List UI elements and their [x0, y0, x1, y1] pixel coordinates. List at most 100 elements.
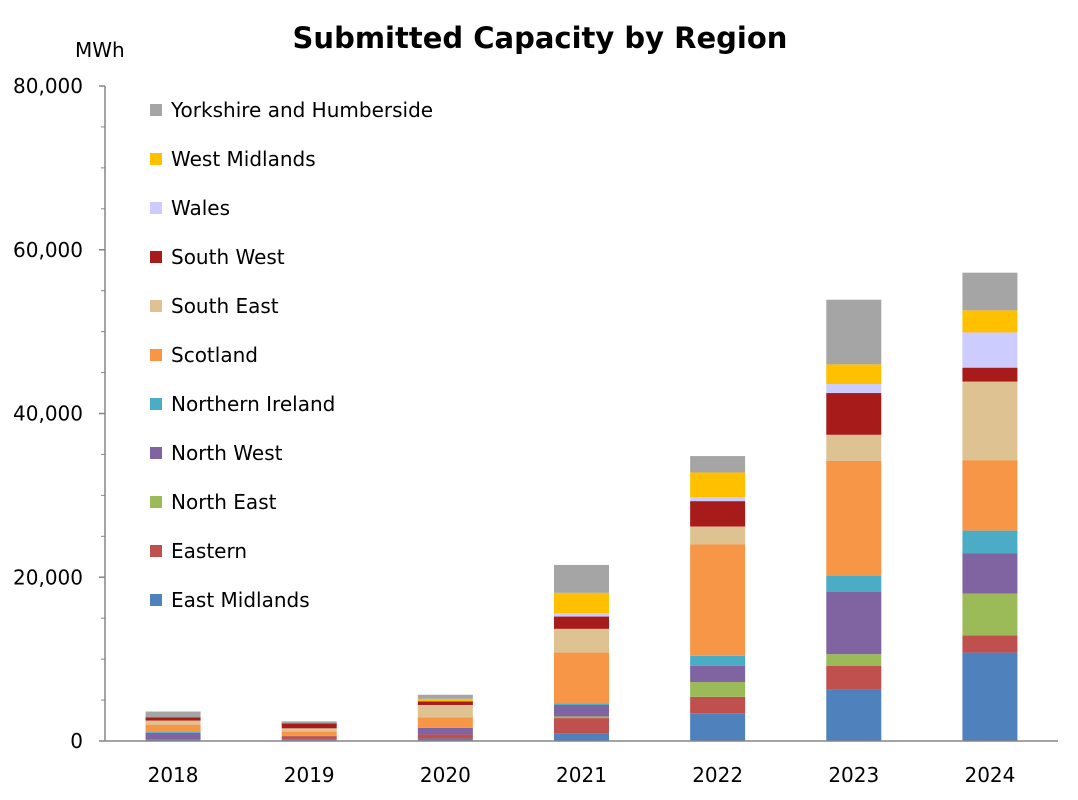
bar-segment-south-west-2024 — [962, 367, 1018, 382]
legend-label: Yorkshire and Humberside — [170, 98, 433, 122]
x-tick-label: 2024 — [964, 763, 1015, 787]
y-tick-label: 20,000 — [13, 565, 83, 589]
bar-segment-north-west-2021 — [554, 704, 609, 717]
legend-label: East Midlands — [171, 588, 310, 612]
bar-segment-north-west-2024 — [962, 553, 1018, 594]
legend-swatch — [150, 496, 162, 508]
legend-swatch — [150, 447, 162, 459]
legend-swatch — [150, 104, 162, 116]
bar-segment-scotland-2018 — [145, 724, 201, 732]
bar-segment-wales-2022 — [690, 497, 746, 502]
bar-segment-north-west-2020 — [417, 727, 473, 735]
bar-segment-east-midlands-2019 — [281, 739, 337, 741]
bar-segment-yorkshire-and-humberside-2021 — [554, 564, 609, 593]
bar-segment-west-midlands-2021 — [554, 592, 609, 614]
bar-segment-east-midlands-2024 — [962, 652, 1018, 741]
bar-segment-south-east-2020 — [417, 704, 473, 718]
x-tick-label: 2021 — [556, 763, 607, 787]
bar-segment-east-midlands-2020 — [417, 738, 473, 741]
legend-swatch — [150, 251, 162, 263]
bar-segment-yorkshire-and-humberside-2019 — [281, 721, 337, 724]
y-tick-label: 60,000 — [13, 238, 83, 262]
y-axis-label: MWh — [75, 38, 125, 62]
bar-segment-north-west-2022 — [690, 665, 746, 683]
legend-swatch — [150, 349, 162, 361]
x-tick-label: 2018 — [148, 763, 199, 787]
bar-segment-north-west-2018 — [145, 732, 201, 740]
bar-segment-east-midlands-2022 — [690, 713, 746, 741]
bar-segment-west-midlands-2024 — [962, 310, 1018, 333]
legend-label: South West — [171, 245, 285, 269]
bar-segment-south-east-2023 — [826, 434, 882, 461]
bar-segment-yorkshire-and-humberside-2023 — [826, 299, 882, 365]
bar-segment-scotland-2021 — [554, 652, 609, 704]
x-tick-label: 2020 — [420, 763, 471, 787]
bar-segment-wales-2023 — [826, 384, 882, 394]
bar-segment-scotland-2019 — [281, 731, 337, 736]
legend-label: Wales — [171, 196, 230, 220]
bar-segment-south-west-2018 — [145, 717, 201, 721]
bar-segment-east-midlands-2021 — [554, 733, 609, 741]
legend-label: North West — [171, 441, 283, 465]
bar-segment-north-east-2022 — [690, 682, 746, 697]
bar-segment-east-midlands-2023 — [826, 689, 882, 741]
bar-segment-yorkshire-and-humberside-2024 — [962, 272, 1018, 311]
bar-segment-eastern-2021 — [554, 718, 609, 734]
bar-segment-west-midlands-2023 — [826, 364, 882, 385]
x-tick-label: 2019 — [284, 763, 335, 787]
legend-swatch — [150, 202, 162, 214]
bar-segment-wales-2021 — [554, 613, 609, 617]
bar-segment-north-east-2024 — [962, 593, 1018, 636]
bar-segment-north-east-2023 — [826, 654, 882, 666]
y-tick-label: 40,000 — [13, 402, 83, 426]
bar-segment-south-west-2021 — [554, 616, 609, 629]
bar-segment-west-midlands-2020 — [417, 698, 473, 702]
bar-segment-south-west-2020 — [417, 701, 473, 705]
bar-segment-eastern-2024 — [962, 635, 1018, 653]
y-tick-label: 80,000 — [13, 74, 83, 98]
bar-segment-eastern-2020 — [417, 734, 473, 739]
bar-segment-south-east-2018 — [145, 720, 201, 725]
legend-label: Northern Ireland — [171, 392, 335, 416]
bar-segment-wales-2024 — [962, 332, 1018, 368]
bar-segment-south-east-2021 — [554, 628, 609, 653]
chart-title: Submitted Capacity by Region — [293, 21, 788, 55]
bar-segment-west-midlands-2022 — [690, 472, 746, 498]
bar-segment-south-west-2019 — [281, 723, 337, 729]
legend-swatch — [150, 153, 162, 165]
bar-segment-scotland-2023 — [826, 460, 882, 576]
bar-segment-northern-ireland-2018 — [145, 731, 201, 733]
bar-segment-yorkshire-and-humberside-2020 — [417, 694, 473, 699]
legend-swatch — [150, 594, 162, 606]
bar-segment-yorkshire-and-humberside-2022 — [690, 456, 746, 473]
bar-segment-northern-ireland-2024 — [962, 530, 1018, 554]
x-tick-label: 2022 — [692, 763, 743, 787]
bar-segment-eastern-2023 — [826, 665, 882, 690]
bar-segment-yorkshire-and-humberside-2018 — [145, 711, 201, 718]
legend: Yorkshire and Humberside West Midlands Wal… — [150, 98, 433, 612]
bar-segment-northern-ireland-2023 — [826, 575, 882, 592]
bar-segment-scotland-2022 — [690, 544, 746, 656]
bar-segment-eastern-2022 — [690, 696, 746, 714]
bar-segment-eastern-2019 — [281, 736, 337, 740]
legend-swatch — [150, 545, 162, 557]
x-axis: 2018 2019 2020 2021 2022 2023 2024 — [105, 740, 1058, 787]
y-tick-label: 0 — [70, 729, 83, 753]
bar-segment-south-west-2022 — [690, 501, 746, 527]
legend-swatch — [150, 300, 162, 312]
bar-segment-east-midlands-2018 — [145, 739, 201, 741]
legend-swatch — [150, 398, 162, 410]
legend-label: North East — [171, 490, 277, 514]
x-tick-label: 2023 — [828, 763, 879, 787]
bar-segment-northern-ireland-2022 — [690, 655, 746, 666]
bar-segment-south-east-2022 — [690, 526, 746, 545]
bar-segment-south-east-2019 — [281, 728, 337, 732]
bar-segment-north-west-2023 — [826, 591, 882, 655]
bar-segment-northern-ireland-2021 — [554, 703, 609, 705]
legend-label: West Midlands — [171, 147, 316, 171]
bar-segment-north-east-2021 — [554, 716, 609, 719]
bars — [145, 272, 1018, 741]
legend-label: Eastern — [171, 539, 247, 563]
legend-label: Scotland — [171, 343, 258, 367]
bar-segment-scotland-2024 — [962, 460, 1018, 531]
